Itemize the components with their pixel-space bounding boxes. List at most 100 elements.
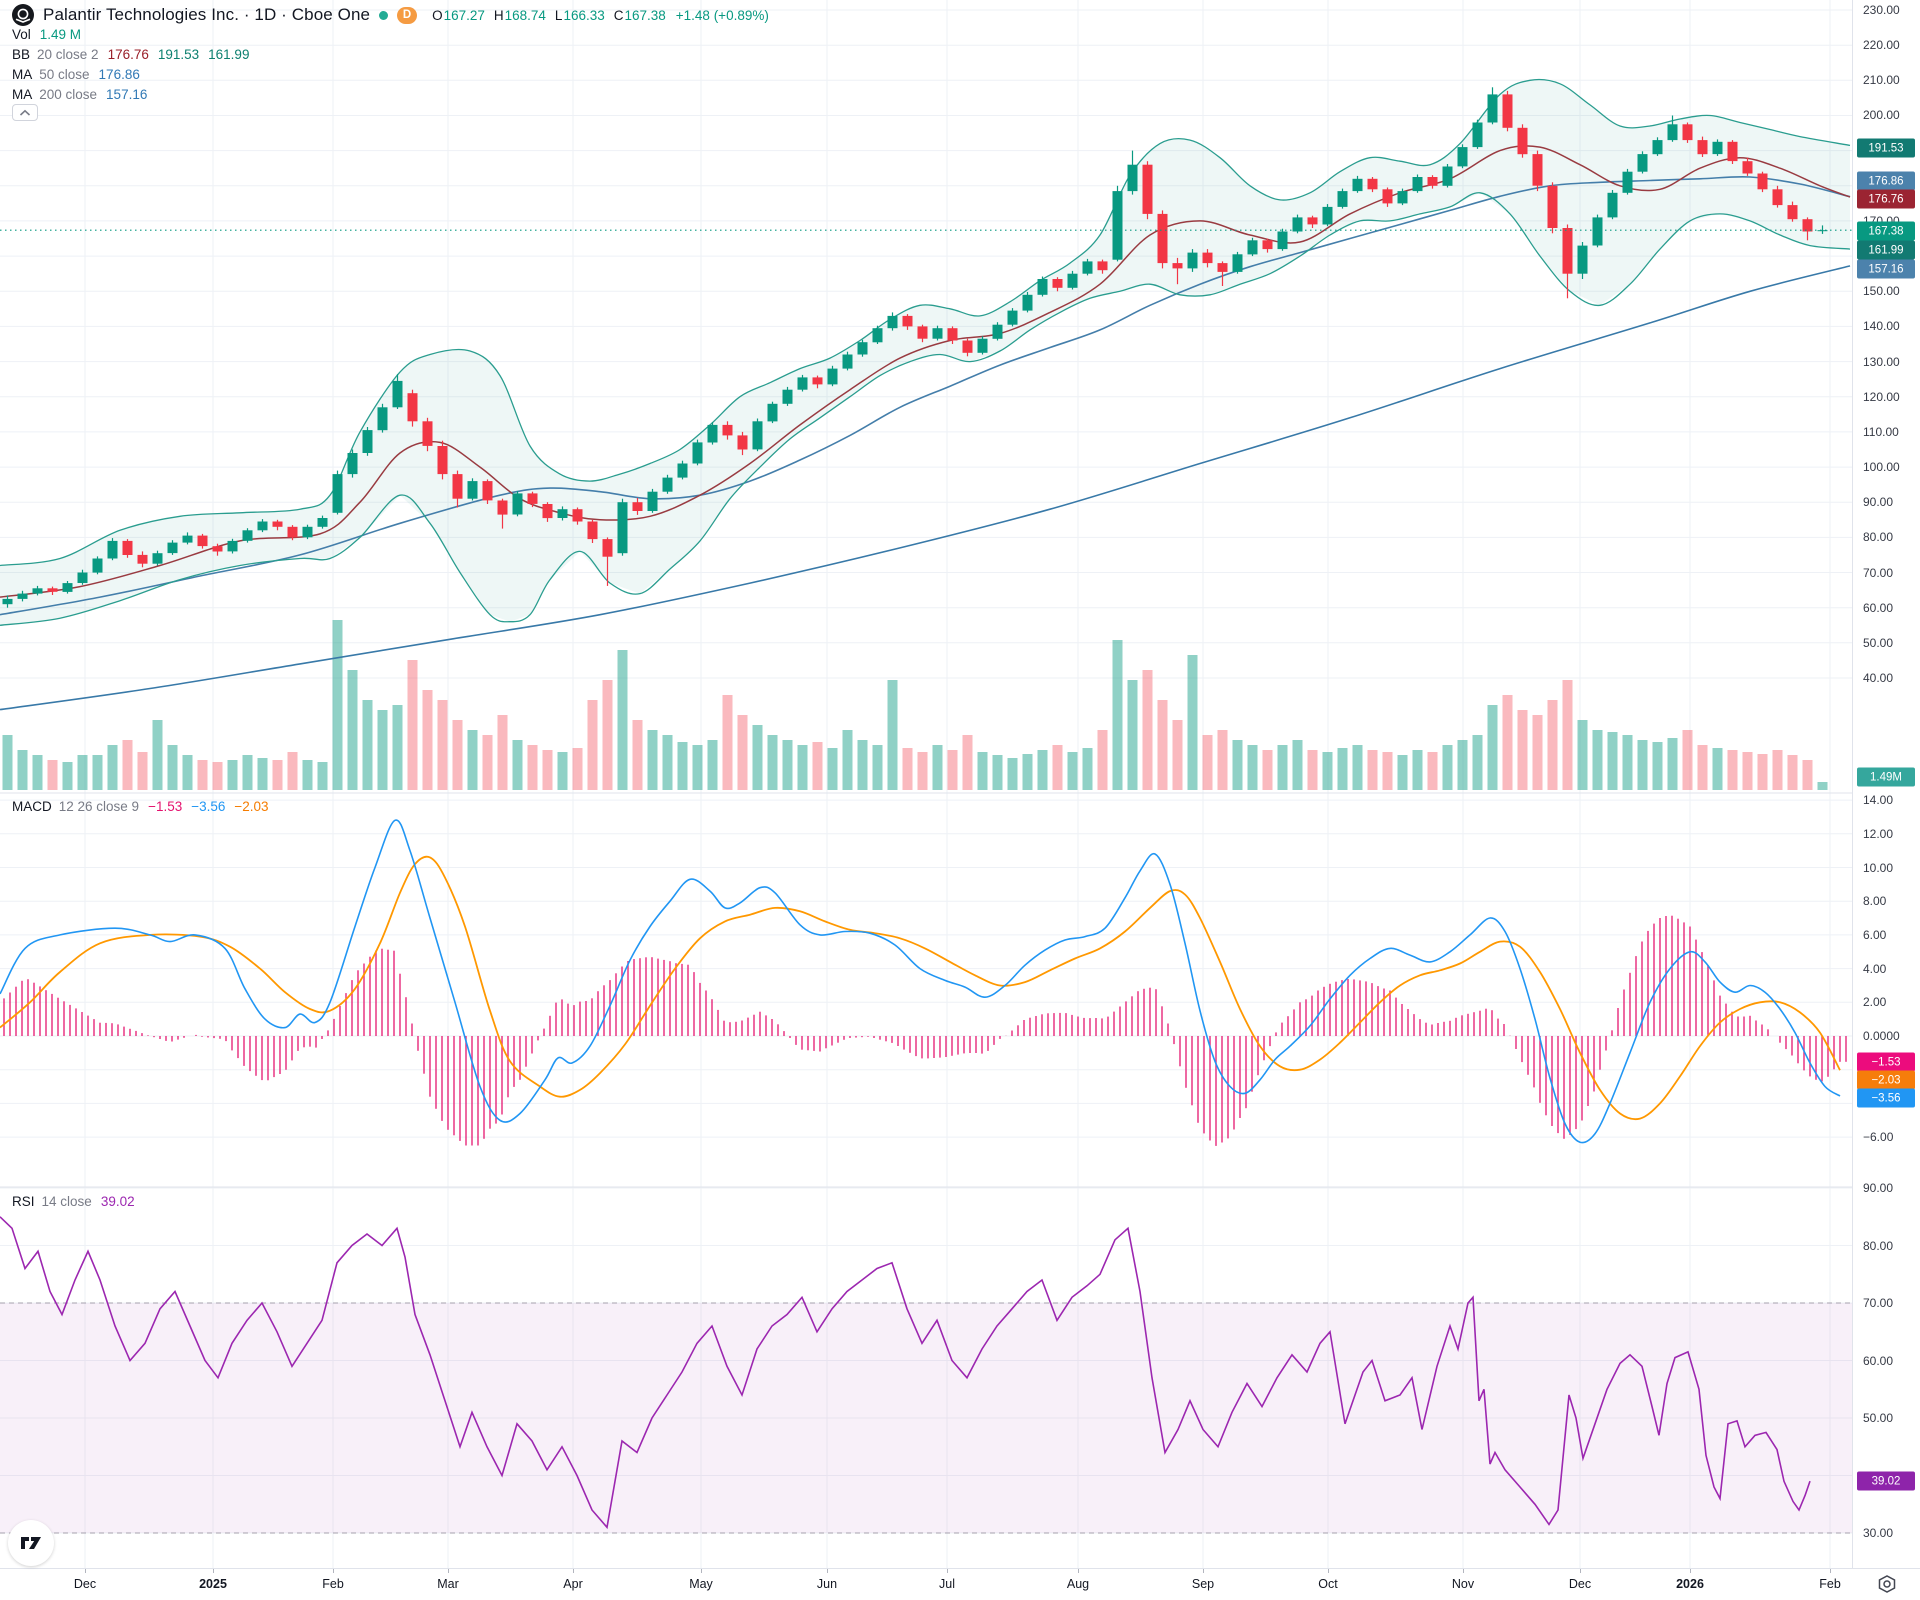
- rsi-tick-label: 60.00: [1863, 1353, 1894, 1368]
- bb-basis-line: [0, 145, 1851, 598]
- timeframe-badge[interactable]: D: [397, 6, 418, 24]
- price-tick-label: 50.00: [1863, 635, 1894, 650]
- bb-lower-value: 161.99: [208, 46, 250, 62]
- market-status-icon: [379, 10, 389, 20]
- close-value: 167.38: [624, 7, 666, 23]
- macd-tick-label: 10.00: [1863, 860, 1894, 875]
- macd-tick-label: 8.00: [1863, 894, 1887, 909]
- price-badge: 176.76: [1857, 189, 1915, 209]
- change-value: +1.48 (+0.89%): [675, 7, 769, 23]
- macd-badge: −2.03: [1857, 1070, 1915, 1090]
- price-tick-label: 150.00: [1863, 284, 1900, 299]
- time-tick: [947, 1569, 948, 1573]
- macd-line: [0, 819, 1841, 1144]
- tradingview-logo[interactable]: [8, 1520, 54, 1566]
- time-label-jul: Jul: [939, 1577, 955, 1591]
- time-label-mar: Mar: [437, 1577, 459, 1591]
- tradingview-logo-icon: [21, 1537, 41, 1549]
- legend-volume[interactable]: Vol 1.49 M: [12, 26, 82, 42]
- time-tick: [827, 1569, 828, 1573]
- price-tick-label: 100.00: [1863, 460, 1900, 475]
- time-tick: [1690, 1569, 1691, 1573]
- rsi-value: 39.02: [100, 1193, 135, 1209]
- price-axis[interactable]: 230.00220.00210.00200.00190.00180.00170.…: [1852, 0, 1920, 1568]
- price-badge: 1.49M: [1857, 767, 1915, 787]
- symbol-logo: [12, 4, 34, 26]
- price-tick-label: 140.00: [1863, 319, 1900, 334]
- time-tick: [1830, 1569, 1831, 1573]
- ma50-value: 176.86: [98, 66, 140, 82]
- rsi-tick-label: 90.00: [1863, 1181, 1894, 1195]
- time-label-2025: 2025: [199, 1577, 227, 1591]
- bb-upper-value: 191.53: [157, 46, 200, 62]
- legend-macd[interactable]: MACD 12 26 close 9 −1.53 −3.56 −2.03: [12, 798, 269, 814]
- macd-pane[interactable]: [0, 819, 1847, 1146]
- pane-collapse-button[interactable]: [12, 104, 38, 121]
- time-label-feb: Feb: [322, 1577, 344, 1591]
- macd-hist-value: −1.53: [148, 798, 183, 814]
- time-tick: [573, 1569, 574, 1573]
- bb-basis-value: 176.76: [107, 46, 149, 62]
- rsi-tick-label: 80.00: [1863, 1238, 1894, 1253]
- price-tick-label: 220.00: [1863, 38, 1900, 53]
- time-label-feb: Feb: [1819, 1577, 1841, 1591]
- legend-ma200[interactable]: MA 200 close 157.16: [12, 86, 148, 102]
- candles: [2, 87, 1828, 608]
- time-axis[interactable]: Dec 2025 Feb Mar Apr May Jun Jul Aug Sep Oct Nov Dec…: [0, 1568, 1920, 1600]
- macd-signal-value: −2.03: [234, 798, 269, 814]
- price-pane[interactable]: [0, 78, 1852, 790]
- ma200-value: 157.16: [106, 86, 148, 102]
- rsi-pane[interactable]: [0, 1216, 1852, 1534]
- legend-ma50[interactable]: MA 50 close 176.86: [12, 66, 140, 82]
- symbol-title: Palantir Technologies Inc. · 1D · Cboe O…: [43, 5, 371, 24]
- bb-lower-line: [0, 192, 1851, 626]
- time-tick: [701, 1569, 702, 1573]
- macd-badge: −1.53: [1857, 1052, 1915, 1072]
- time-label-2026: 2026: [1676, 1577, 1704, 1591]
- low-value: 166.33: [563, 7, 605, 23]
- rsi-tick-label: 70.00: [1863, 1296, 1894, 1310]
- time-label-dec: Dec: [1568, 1577, 1592, 1591]
- volume-bars: [2, 620, 1828, 790]
- price-badge: 176.86: [1857, 171, 1915, 191]
- macd-badge: −3.56: [1857, 1088, 1915, 1108]
- bb-upper-line: [0, 78, 1851, 567]
- time-tick: [448, 1569, 449, 1573]
- gear-icon[interactable]: [1876, 1573, 1898, 1595]
- time-tick: [213, 1569, 214, 1573]
- symbol-header[interactable]: Palantir Technologies Inc. · 1D · Cboe O…: [12, 4, 769, 26]
- time-label-may: May: [689, 1577, 713, 1591]
- legend-rsi[interactable]: RSI 14 close 39.02: [12, 1193, 135, 1209]
- time-tick: [1078, 1569, 1079, 1573]
- macd-tick-label: 14.00: [1863, 793, 1894, 808]
- price-tick-label: 40.00: [1863, 671, 1894, 685]
- chevron-up-icon: [19, 109, 31, 116]
- time-label-nov: Nov: [1451, 1577, 1475, 1591]
- price-tick-label: 80.00: [1863, 530, 1894, 545]
- time-label-apr: Apr: [563, 1577, 583, 1591]
- price-tick-label: 130.00: [1863, 354, 1900, 369]
- price-tick-label: 200.00: [1863, 108, 1900, 123]
- price-badge: 161.99: [1857, 240, 1915, 260]
- price-tick-label: 120.00: [1863, 389, 1900, 404]
- rsi-tick-label: 50.00: [1863, 1411, 1894, 1425]
- time-label-aug: Aug: [1066, 1577, 1090, 1591]
- macd-signal-line: [0, 855, 1841, 1121]
- macd-tick-label: 12.00: [1863, 826, 1894, 841]
- time-tick: [333, 1569, 334, 1573]
- price-badge: 191.53: [1857, 138, 1915, 158]
- high-value: 168.74: [504, 7, 546, 23]
- ohlc-values: O167.27 H168.74 L166.33 C167.38 +1.48 (+…: [432, 7, 769, 23]
- time-label-dec: Dec: [73, 1577, 97, 1591]
- rsi-line: [0, 1216, 1811, 1530]
- price-tick-label: 70.00: [1863, 565, 1894, 580]
- price-badge: 167.38: [1857, 221, 1915, 241]
- price-tick-label: 60.00: [1863, 600, 1894, 615]
- legend-bb[interactable]: BB 20 close 2 176.76 191.53 161.99: [12, 46, 250, 62]
- macd-line-value: −3.56: [191, 798, 226, 814]
- open-value: 167.27: [443, 7, 485, 23]
- macd-tick-label: −6.00: [1863, 1130, 1894, 1145]
- chart-canvas[interactable]: [0, 0, 1852, 1568]
- time-label-oct: Oct: [1318, 1577, 1338, 1591]
